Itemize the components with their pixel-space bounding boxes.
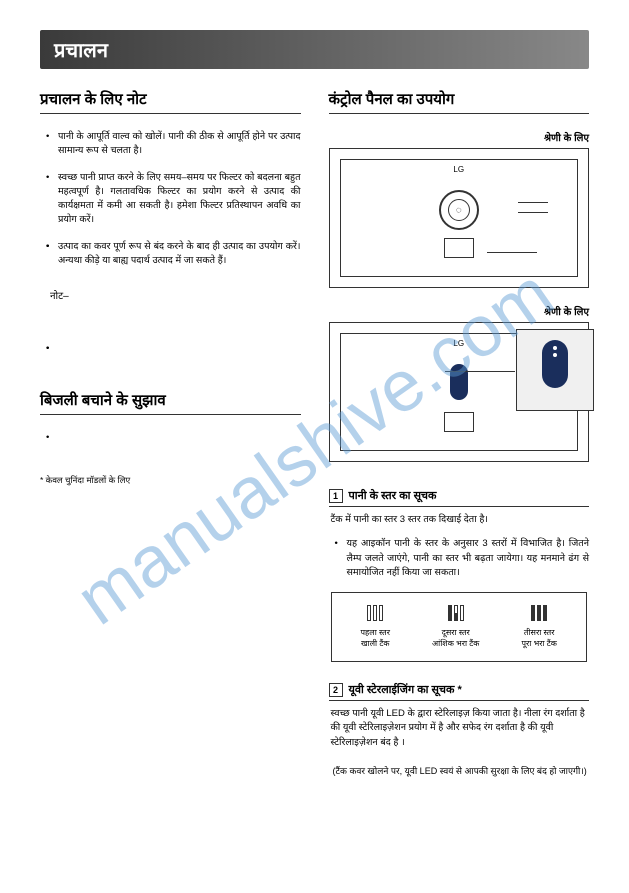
- columns: प्रचालन के लिए नोट पानी के आपूर्ति वाल्व…: [40, 81, 589, 777]
- level-label: दूसरा स्तर: [432, 627, 479, 638]
- indicator-dot-icon: [553, 346, 557, 350]
- pointer-line: [445, 371, 515, 372]
- note-label: नोट–: [50, 288, 301, 302]
- list-item: यह आइकॉन पानी के स्तर के अनुसार 3 स्तरों…: [335, 537, 590, 580]
- water-level-bullets: यह आइकॉन पानी के स्तर के अनुसार 3 स्तरों…: [329, 537, 590, 580]
- bar-icon: [367, 605, 371, 621]
- device-outline: LG ◌: [340, 159, 579, 277]
- dial-icon: ◌: [439, 190, 479, 230]
- sub-heading-text: यूवी स्टेरलाईजिंग का सूचक *: [349, 682, 462, 697]
- level-item-3: तीसरा स्तर पूरा भरा टैंक: [521, 605, 556, 649]
- uv-button-icon: [450, 364, 468, 400]
- level-sublabel: आंशिक भरा टैंक: [432, 638, 479, 649]
- bar-icon: [373, 605, 377, 621]
- diagram-label-2: श्रेणी के लिए: [329, 304, 590, 318]
- list-item: उत्पाद का कवर पूर्ण रूप से बंद करने के ब…: [46, 240, 301, 269]
- step-number-2: 2: [329, 683, 343, 697]
- level-sublabel: पूरा भरा टैंक: [521, 638, 556, 649]
- callout-line: [518, 202, 548, 203]
- uv-description: स्वच्छ पानी यूवी LED के द्वारा स्टेरिलाइ…: [329, 707, 590, 750]
- sub-heading-uv: 2 यूवी स्टेरलाईजिंग का सूचक *: [329, 682, 590, 701]
- sub-heading-water-level: 1 पानी के स्तर का सूचक: [329, 488, 590, 507]
- dispenser-icon: [444, 238, 474, 258]
- bar-icon: [531, 605, 535, 621]
- level-label: तीसरा स्तर: [521, 627, 556, 638]
- footnote-text: * केवल चुनिंदा मॉडलों के लिए: [40, 475, 301, 486]
- zoom-panel: [516, 329, 594, 411]
- level-bars-icon: [432, 605, 479, 621]
- uv-button-zoom-icon: [542, 340, 568, 388]
- diagram-2: LG: [329, 322, 590, 462]
- water-level-description: टैंक में पानी का स्तर 3 स्तर तक दिखाई दे…: [329, 513, 590, 527]
- bar-icon: [543, 605, 547, 621]
- bar-icon: [448, 605, 452, 621]
- list-item: स्वच्छ पानी प्राप्त करने के लिए समय–समय …: [46, 171, 301, 228]
- level-label: पहला स्तर: [361, 627, 390, 638]
- level-item-1: पहला स्तर खाली टैंक: [361, 605, 390, 649]
- lg-logo-text: LG: [453, 339, 464, 348]
- level-bars-icon: [521, 605, 556, 621]
- right-column: कंट्रोल पैनल का उपयोग श्रेणी के लिए LG ◌…: [329, 81, 590, 777]
- callout-line: [487, 252, 537, 253]
- list-item: पानी के आपूर्ति वाल्व को खोलें। पानी की …: [46, 130, 301, 159]
- sub-heading-text: पानी के स्तर का सूचक: [349, 488, 437, 503]
- section-heading-control-panel: कंट्रोल पैनल का उपयोग: [329, 89, 590, 114]
- page-title: प्रचालन: [40, 30, 589, 69]
- step-number-1: 1: [329, 489, 343, 503]
- bar-icon: [460, 605, 464, 621]
- dispenser-icon: [444, 412, 474, 432]
- level-sublabel: खाली टैंक: [361, 638, 390, 649]
- operation-notes-list: पानी के आपूर्ति वाल्व को खोलें। पानी की …: [40, 130, 301, 268]
- drop-icon: ◌: [448, 199, 470, 221]
- bar-icon: [537, 605, 541, 621]
- callout-line: [518, 212, 548, 213]
- lg-logo-text: LG: [453, 165, 464, 174]
- section-heading-operation-notes: प्रचालन के लिए नोट: [40, 89, 301, 114]
- indicator-dot-icon: [553, 353, 557, 357]
- bar-icon: [379, 605, 383, 621]
- section-heading-power-saving: बिजली बचाने के सुझाव: [40, 390, 301, 415]
- bracket-note: (टैंक कवर खोलने पर, यूवी LED स्वयं से आप…: [329, 764, 590, 777]
- bar-icon: [454, 605, 458, 621]
- diagram-1: LG ◌: [329, 148, 590, 288]
- water-level-legend: पहला स्तर खाली टैंक दूसरा स्तर आंशिक भरा…: [331, 592, 588, 662]
- page-container: प्रचालन प्रचालन के लिए नोट पानी के आपूर्…: [0, 0, 629, 797]
- left-column: प्रचालन के लिए नोट पानी के आपूर्ति वाल्व…: [40, 81, 301, 777]
- level-item-2: दूसरा स्तर आंशिक भरा टैंक: [432, 605, 479, 649]
- level-bars-icon: [361, 605, 390, 621]
- diagram-label-1: श्रेणी के लिए: [329, 130, 590, 144]
